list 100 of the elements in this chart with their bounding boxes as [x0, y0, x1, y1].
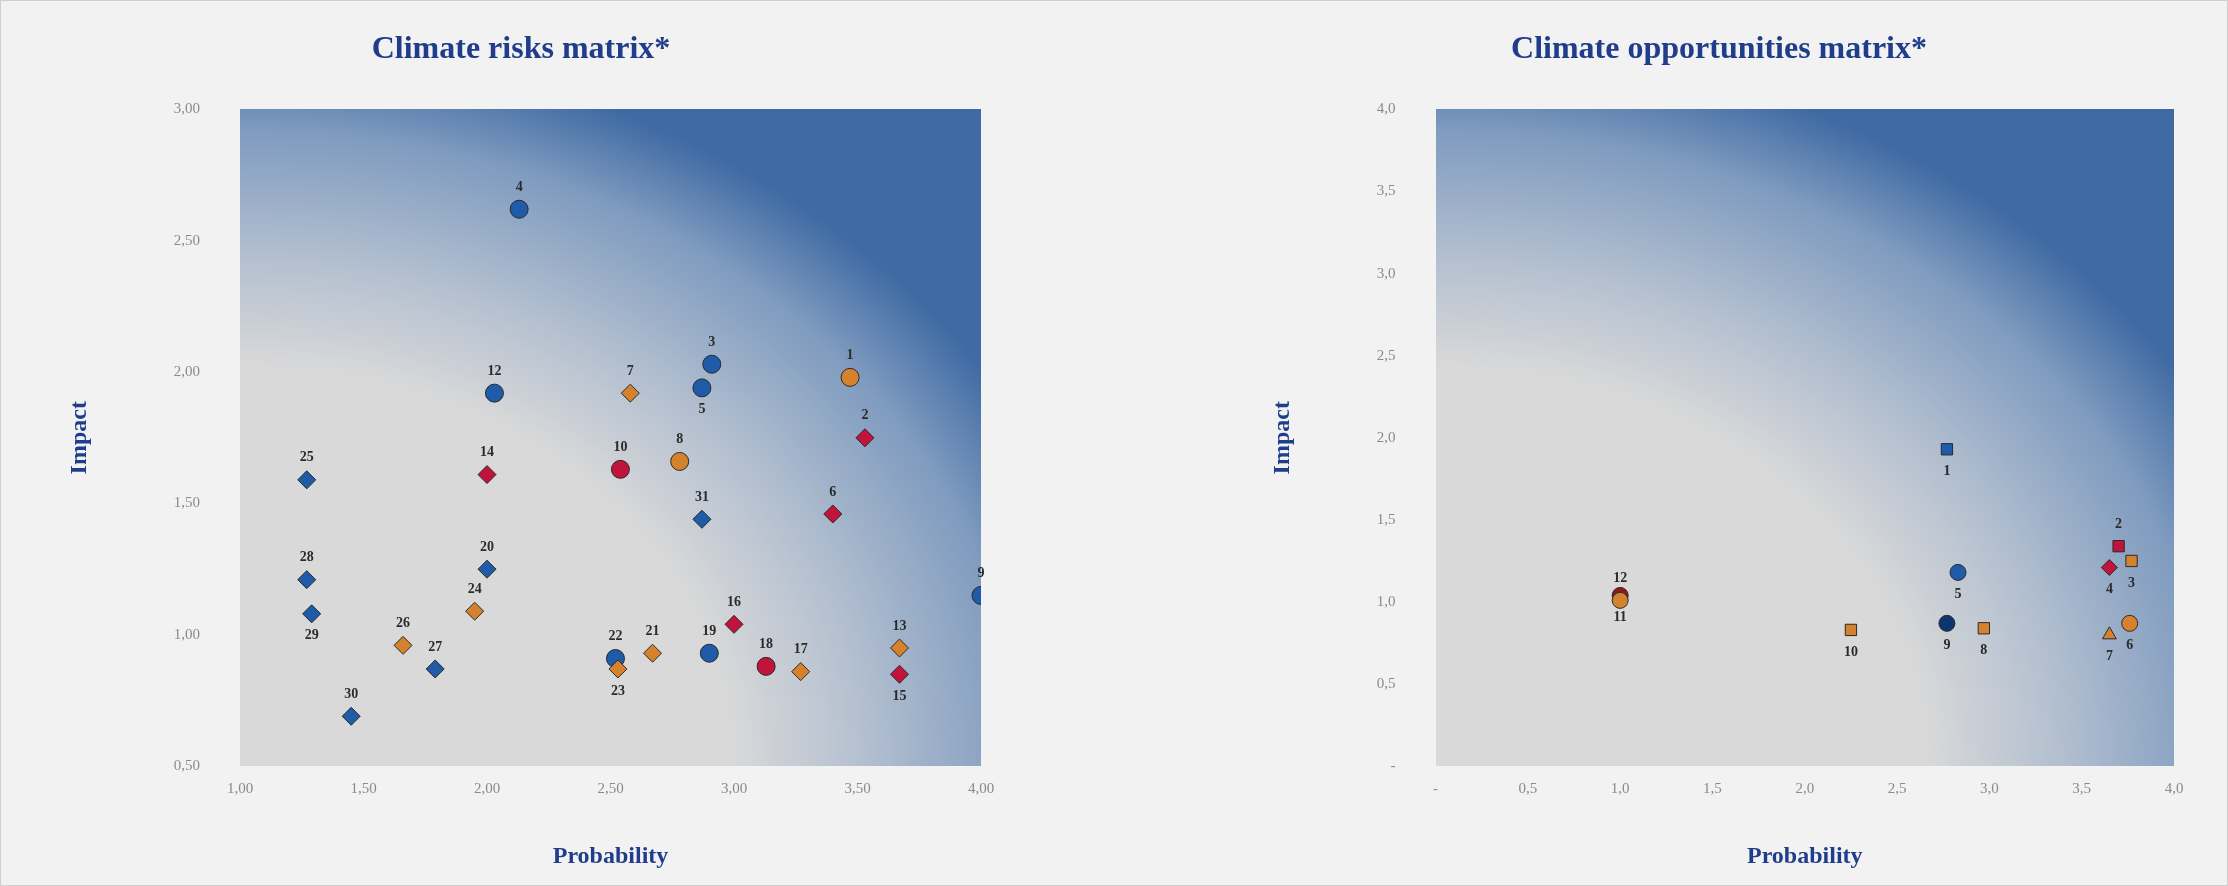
y-tick-label: 1,50: [173, 494, 201, 511]
annotation: 14: [480, 444, 495, 460]
point: [692, 509, 712, 529]
point: [890, 664, 909, 684]
chart-title: Climate risks matrix*: [371, 29, 671, 66]
point: [341, 706, 361, 726]
y-tick-label: 2,5: [1376, 346, 1396, 363]
x-tick-label: 4,0: [2164, 780, 2184, 797]
point: [484, 383, 504, 403]
annotation: 7: [626, 362, 634, 378]
point: [791, 662, 811, 682]
annotation: 6: [829, 483, 837, 499]
x-tick-label: 3,00: [720, 780, 748, 797]
annotation: 7: [2105, 648, 2113, 664]
point: [1940, 443, 1954, 456]
annotation: 9: [977, 565, 985, 581]
x-axis-title: Probability: [552, 841, 669, 868]
annotation: 5: [698, 401, 706, 417]
x-tick-label: -: [1433, 780, 1439, 797]
annotation: 8: [1980, 641, 1988, 657]
annotation: 4: [515, 178, 523, 194]
point: [465, 601, 485, 621]
x-tick-label: 2,0: [1795, 780, 1815, 797]
annotation: 1: [846, 346, 854, 362]
point: [840, 367, 860, 387]
point: [1611, 591, 1629, 609]
annotation: 3: [2128, 574, 2136, 590]
point: [756, 656, 776, 676]
annotation: 12: [487, 362, 502, 378]
y-tick-label: 0,5: [1376, 675, 1396, 692]
x-tick-label: 0,5: [1518, 780, 1538, 797]
point: [477, 559, 497, 579]
annotation: 17: [793, 641, 808, 657]
point: [620, 383, 640, 403]
point: [2101, 626, 2117, 640]
point: [425, 659, 445, 679]
annotation: 22: [608, 628, 623, 644]
annotation: 9: [1943, 636, 1951, 652]
y-tick-label: 1,0: [1376, 592, 1396, 609]
annotation: 10: [1843, 643, 1858, 659]
annotation: 3: [708, 333, 716, 349]
annotation: 2: [861, 407, 869, 423]
x-tick-label: 4,00: [967, 780, 995, 797]
point: [2100, 559, 2118, 577]
point: [724, 614, 744, 634]
y-tick-label: 3,5: [1376, 182, 1396, 199]
x-tick-label: 1,5: [1703, 780, 1722, 797]
annotation: 11: [1613, 609, 1627, 625]
point: [890, 638, 909, 658]
point: [297, 470, 317, 490]
x-tick-label: 2,00: [473, 780, 501, 797]
annotation: 8: [676, 431, 684, 447]
point: [2112, 540, 2125, 553]
annotation: 25: [299, 449, 314, 465]
y-tick-label: 3,00: [173, 100, 201, 117]
x-tick-label: 1,00: [226, 780, 254, 797]
annotation: 27: [428, 638, 443, 654]
x-axis-title: Probability: [1746, 841, 1863, 868]
point: [302, 604, 322, 624]
point: [297, 570, 317, 590]
annotation: 23: [610, 682, 625, 698]
y-axis-title: Impact: [64, 401, 91, 475]
annotation: 18: [759, 635, 774, 651]
annotation: 21: [645, 622, 660, 638]
annotation: 24: [467, 580, 482, 596]
annotation: 28: [299, 549, 314, 565]
annotation: 6: [2126, 636, 2134, 652]
annotation: 2: [2115, 515, 2123, 531]
x-tick-label: 2,5: [1887, 780, 1907, 797]
x-tick-label: 2,50: [597, 780, 624, 797]
point: [702, 354, 722, 374]
point: [1844, 623, 1858, 637]
annotation: 19: [702, 622, 717, 638]
y-tick-label: 2,00: [173, 363, 201, 380]
y-tick-label: 3,0: [1376, 264, 1396, 281]
annotation: 31: [694, 488, 709, 504]
point: [1949, 563, 1967, 581]
point: [608, 659, 628, 679]
annotation: 12: [1613, 569, 1628, 585]
point: [393, 635, 413, 655]
annotation: 1: [1943, 462, 1951, 478]
annotation: 13: [892, 617, 907, 633]
annotation: 26: [396, 614, 411, 630]
annotation: 29: [304, 627, 319, 643]
point: [1977, 622, 1991, 635]
point: [1938, 614, 1956, 632]
x-tick-label: 1,0: [1610, 780, 1630, 797]
point: [477, 465, 497, 485]
x-tick-label: 3,5: [2072, 780, 2092, 797]
point: [643, 643, 663, 663]
annotation: 16: [727, 593, 742, 609]
x-tick-label: 3,50: [844, 780, 871, 797]
point: [509, 199, 529, 219]
y-tick-label: 1,00: [173, 625, 201, 642]
point: [823, 504, 843, 524]
y-tick-label: 4,0: [1376, 100, 1396, 117]
x-tick-label: 1,50: [350, 780, 377, 797]
y-tick-label: 1,5: [1376, 510, 1396, 527]
x-tick-label: 3,0: [1980, 780, 1999, 797]
annotation: 5: [1954, 586, 1962, 602]
